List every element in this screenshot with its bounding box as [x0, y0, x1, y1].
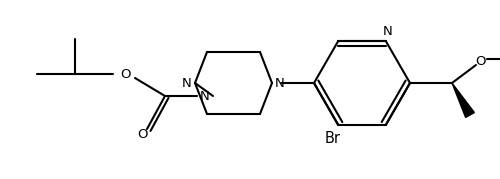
- Text: O: O: [120, 67, 130, 81]
- Text: Br: Br: [325, 131, 341, 146]
- Text: N: N: [383, 25, 393, 38]
- Text: O: O: [137, 129, 147, 142]
- Polygon shape: [452, 83, 474, 117]
- Text: N: N: [200, 90, 210, 103]
- Text: N: N: [275, 76, 285, 90]
- Text: N: N: [182, 76, 192, 90]
- Text: O: O: [475, 54, 485, 67]
